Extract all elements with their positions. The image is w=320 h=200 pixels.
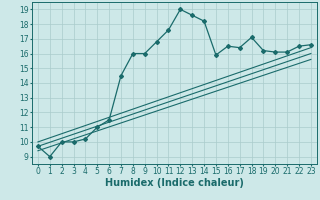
- X-axis label: Humidex (Indice chaleur): Humidex (Indice chaleur): [105, 178, 244, 188]
